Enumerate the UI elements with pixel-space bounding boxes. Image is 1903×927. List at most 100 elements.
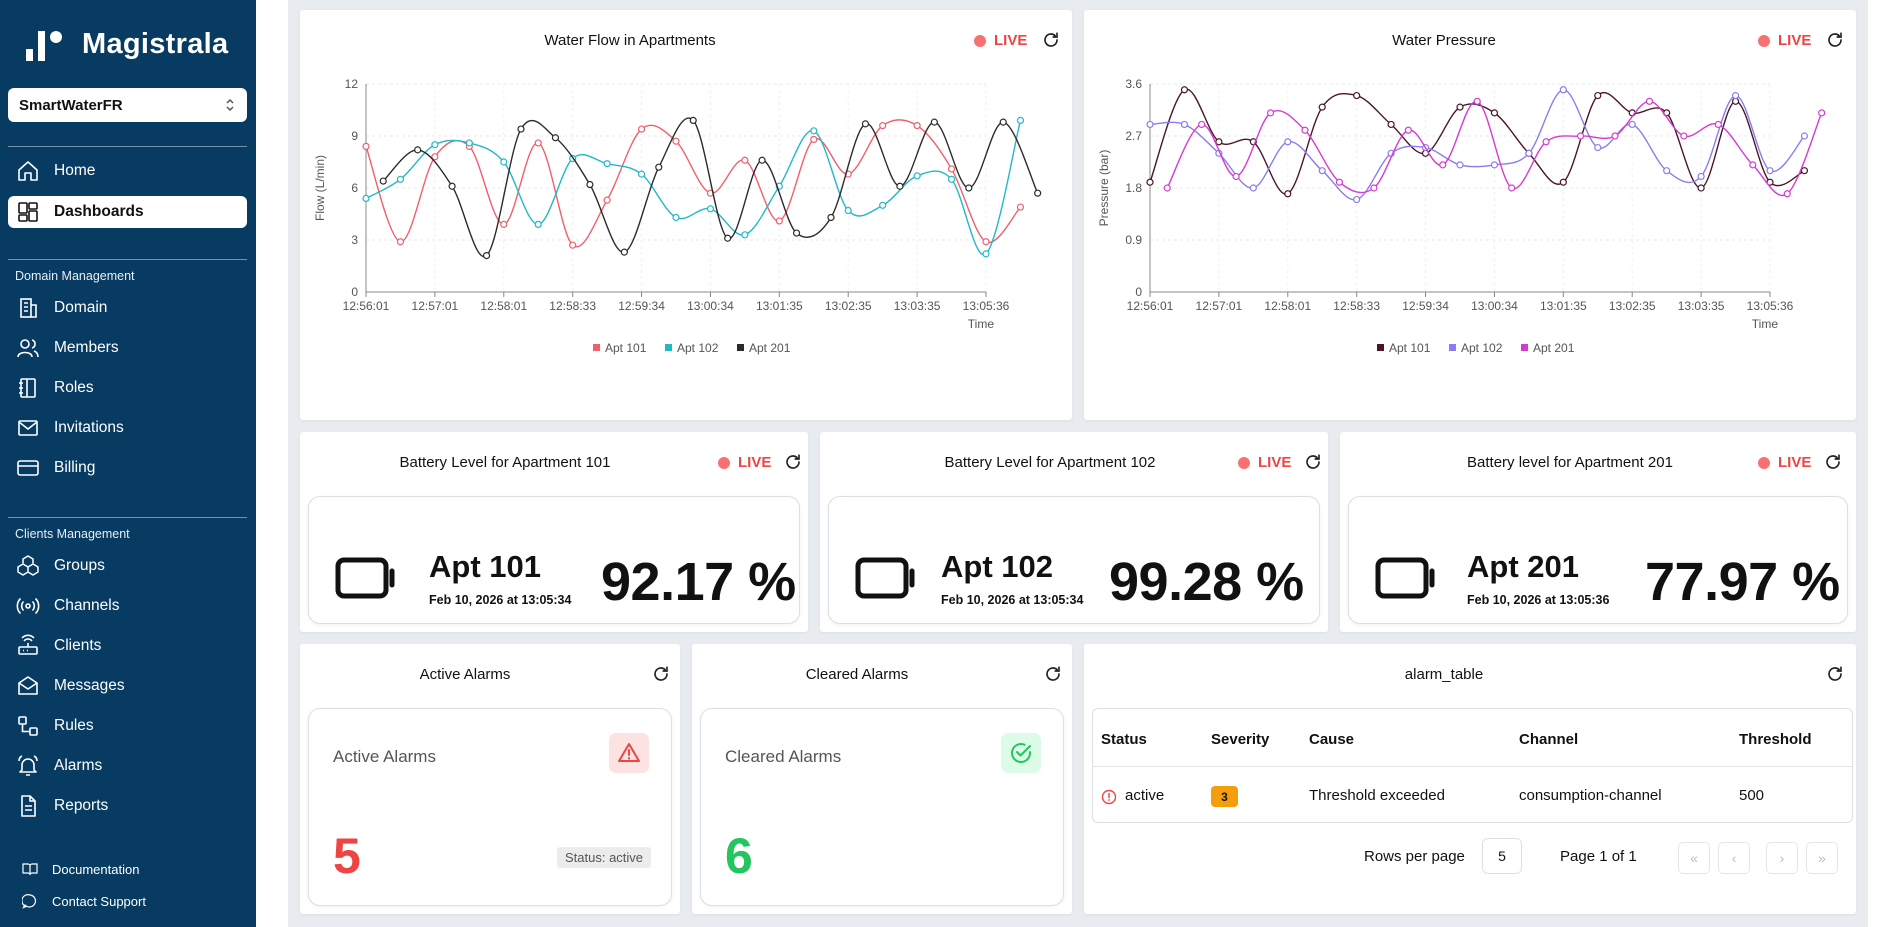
data-point xyxy=(431,153,439,161)
widget-title: Battery Level for Apartment 102 xyxy=(944,454,1156,471)
x-tick-label: 13:00:34 xyxy=(1471,299,1518,313)
sidebar-item-label: Groups xyxy=(54,557,105,574)
sidebar-item-label: Roles xyxy=(54,379,94,396)
y-axis-title: Pressure (bar) xyxy=(1097,150,1111,227)
x-tick-label: 12:58:01 xyxy=(480,299,527,313)
live-dot-icon xyxy=(1238,456,1250,469)
sidebar-item-label: Domain xyxy=(54,299,108,316)
reading-timestamp: Feb 10, 2026 at 13:05:34 xyxy=(941,593,1084,607)
data-point xyxy=(1387,120,1395,129)
battery-value: 92.17 % xyxy=(601,552,796,612)
sidebar-item-dashboards[interactable]: Dashboards xyxy=(8,196,247,228)
legend-swatch xyxy=(593,344,600,351)
credit-card-icon xyxy=(17,460,39,476)
contact-support-link[interactable]: Contact Support xyxy=(22,893,146,909)
data-point xyxy=(861,120,870,128)
data-point xyxy=(1576,132,1585,140)
data-point xyxy=(448,182,456,190)
x-axis-title: Time xyxy=(1752,317,1779,331)
live-label: LIVE xyxy=(1258,454,1292,471)
data-point xyxy=(517,125,525,133)
sidebar-item-label: Alarms xyxy=(54,757,103,774)
dashboard-canvas: Water Flow in Apartments LIVE 0 3 6 9 12 12:5… xyxy=(288,0,1868,927)
data-point xyxy=(1232,172,1240,181)
data-point xyxy=(1146,120,1154,129)
battery-icon xyxy=(855,557,915,599)
sidebar-item-reports[interactable]: Reports xyxy=(8,790,247,822)
refresh-icon[interactable] xyxy=(1044,665,1062,683)
sidebar-item-alarms[interactable]: Alarms xyxy=(8,750,247,782)
column-header-severity[interactable]: Severity xyxy=(1211,731,1270,748)
sidebar-item-label: Rules xyxy=(54,717,94,734)
y-tick-label: 6 xyxy=(351,181,358,195)
data-point xyxy=(1180,86,1189,94)
sidebar-item-members[interactable]: Members xyxy=(8,332,247,364)
sidebar-item-clients[interactable]: Clients xyxy=(8,630,247,662)
column-header-status[interactable]: Status xyxy=(1101,731,1147,748)
data-point xyxy=(603,160,611,168)
column-header-channel[interactable]: Channel xyxy=(1519,731,1579,748)
refresh-icon[interactable] xyxy=(1304,453,1322,471)
sidebar-item-groups[interactable]: Groups xyxy=(8,550,247,582)
boxes-icon xyxy=(17,555,39,576)
data-point xyxy=(741,231,749,239)
live-dot-icon xyxy=(1758,456,1770,469)
message-circle-icon xyxy=(22,894,36,909)
alarm-threshold: 500 xyxy=(1739,787,1765,804)
data-point xyxy=(1594,143,1602,152)
apartment-name: Apt 201 xyxy=(1467,549,1579,584)
last-page-button[interactable]: » xyxy=(1806,842,1838,874)
x-tick-label: 12:58:01 xyxy=(1264,299,1311,313)
data-point xyxy=(913,172,921,180)
data-point xyxy=(947,165,956,173)
refresh-icon[interactable] xyxy=(1042,31,1060,49)
documentation-link[interactable]: Documentation xyxy=(22,861,139,877)
sidebar-item-domain[interactable]: Domain xyxy=(8,292,247,324)
sidebar-item-invitations[interactable]: Invitations xyxy=(8,412,247,444)
data-point xyxy=(534,139,542,147)
refresh-icon[interactable] xyxy=(1824,453,1842,471)
y-tick-label: 9 xyxy=(351,129,358,143)
sidebar-item-rules[interactable]: Rules xyxy=(8,710,247,742)
data-point xyxy=(1016,116,1025,125)
section-heading-clients-management: Clients Management xyxy=(15,527,130,541)
data-point xyxy=(1559,86,1567,94)
first-page-button[interactable]: « xyxy=(1678,842,1710,874)
battery-panel: Apt 201 Feb 10, 2026 at 13:05:36 77.97 % xyxy=(1348,496,1848,624)
sidebar-item-home[interactable]: Home xyxy=(8,155,247,187)
y-tick-label: 1.8 xyxy=(1125,181,1142,195)
refresh-icon[interactable] xyxy=(1826,31,1844,49)
legend-label: Apt 102 xyxy=(1461,341,1503,355)
rows-per-page-select[interactable]: 5 xyxy=(1482,838,1522,874)
data-point xyxy=(1731,91,1740,100)
sidebar-item-channels[interactable]: Channels xyxy=(8,590,247,622)
alarm-table-widget: alarm_table Status Severity Cause Channe… xyxy=(1084,644,1856,914)
alarm-table: Status Severity Cause Channel Threshold … xyxy=(1092,708,1853,823)
y-tick-label: 12 xyxy=(345,77,359,91)
widget-title: Active Alarms xyxy=(419,666,511,683)
data-point xyxy=(1301,126,1309,134)
battery-icon xyxy=(335,557,395,599)
data-point xyxy=(551,134,560,142)
data-point xyxy=(414,146,422,154)
sidebar-item-billing[interactable]: Billing xyxy=(8,452,247,484)
domain-selector[interactable]: SmartWaterFR xyxy=(8,88,247,122)
water-flow-widget: Water Flow in Apartments LIVE 0 3 6 9 12 12:5… xyxy=(300,10,1072,420)
sidebar-item-messages[interactable]: Messages xyxy=(8,670,247,702)
live-dot-icon xyxy=(1758,34,1770,47)
severity-badge: 3 xyxy=(1211,786,1238,807)
app-logo[interactable]: Magistrala xyxy=(26,28,228,61)
sidebar-item-roles[interactable]: Roles xyxy=(8,372,247,404)
next-page-button[interactable]: › xyxy=(1766,842,1798,874)
sidebar-item-label: Reports xyxy=(54,797,109,814)
widget-title: Battery Level for Apartment 101 xyxy=(399,454,611,471)
section-heading-domain-management: Domain Management xyxy=(15,269,135,283)
data-point xyxy=(999,118,1007,126)
refresh-icon[interactable] xyxy=(784,453,802,471)
refresh-icon[interactable] xyxy=(1826,665,1844,683)
x-tick-label: 12:59:34 xyxy=(618,299,665,313)
column-header-threshold[interactable]: Threshold xyxy=(1739,731,1812,748)
previous-page-button[interactable]: ‹ xyxy=(1718,842,1750,874)
column-header-cause[interactable]: Cause xyxy=(1309,731,1355,748)
refresh-icon[interactable] xyxy=(652,665,670,683)
